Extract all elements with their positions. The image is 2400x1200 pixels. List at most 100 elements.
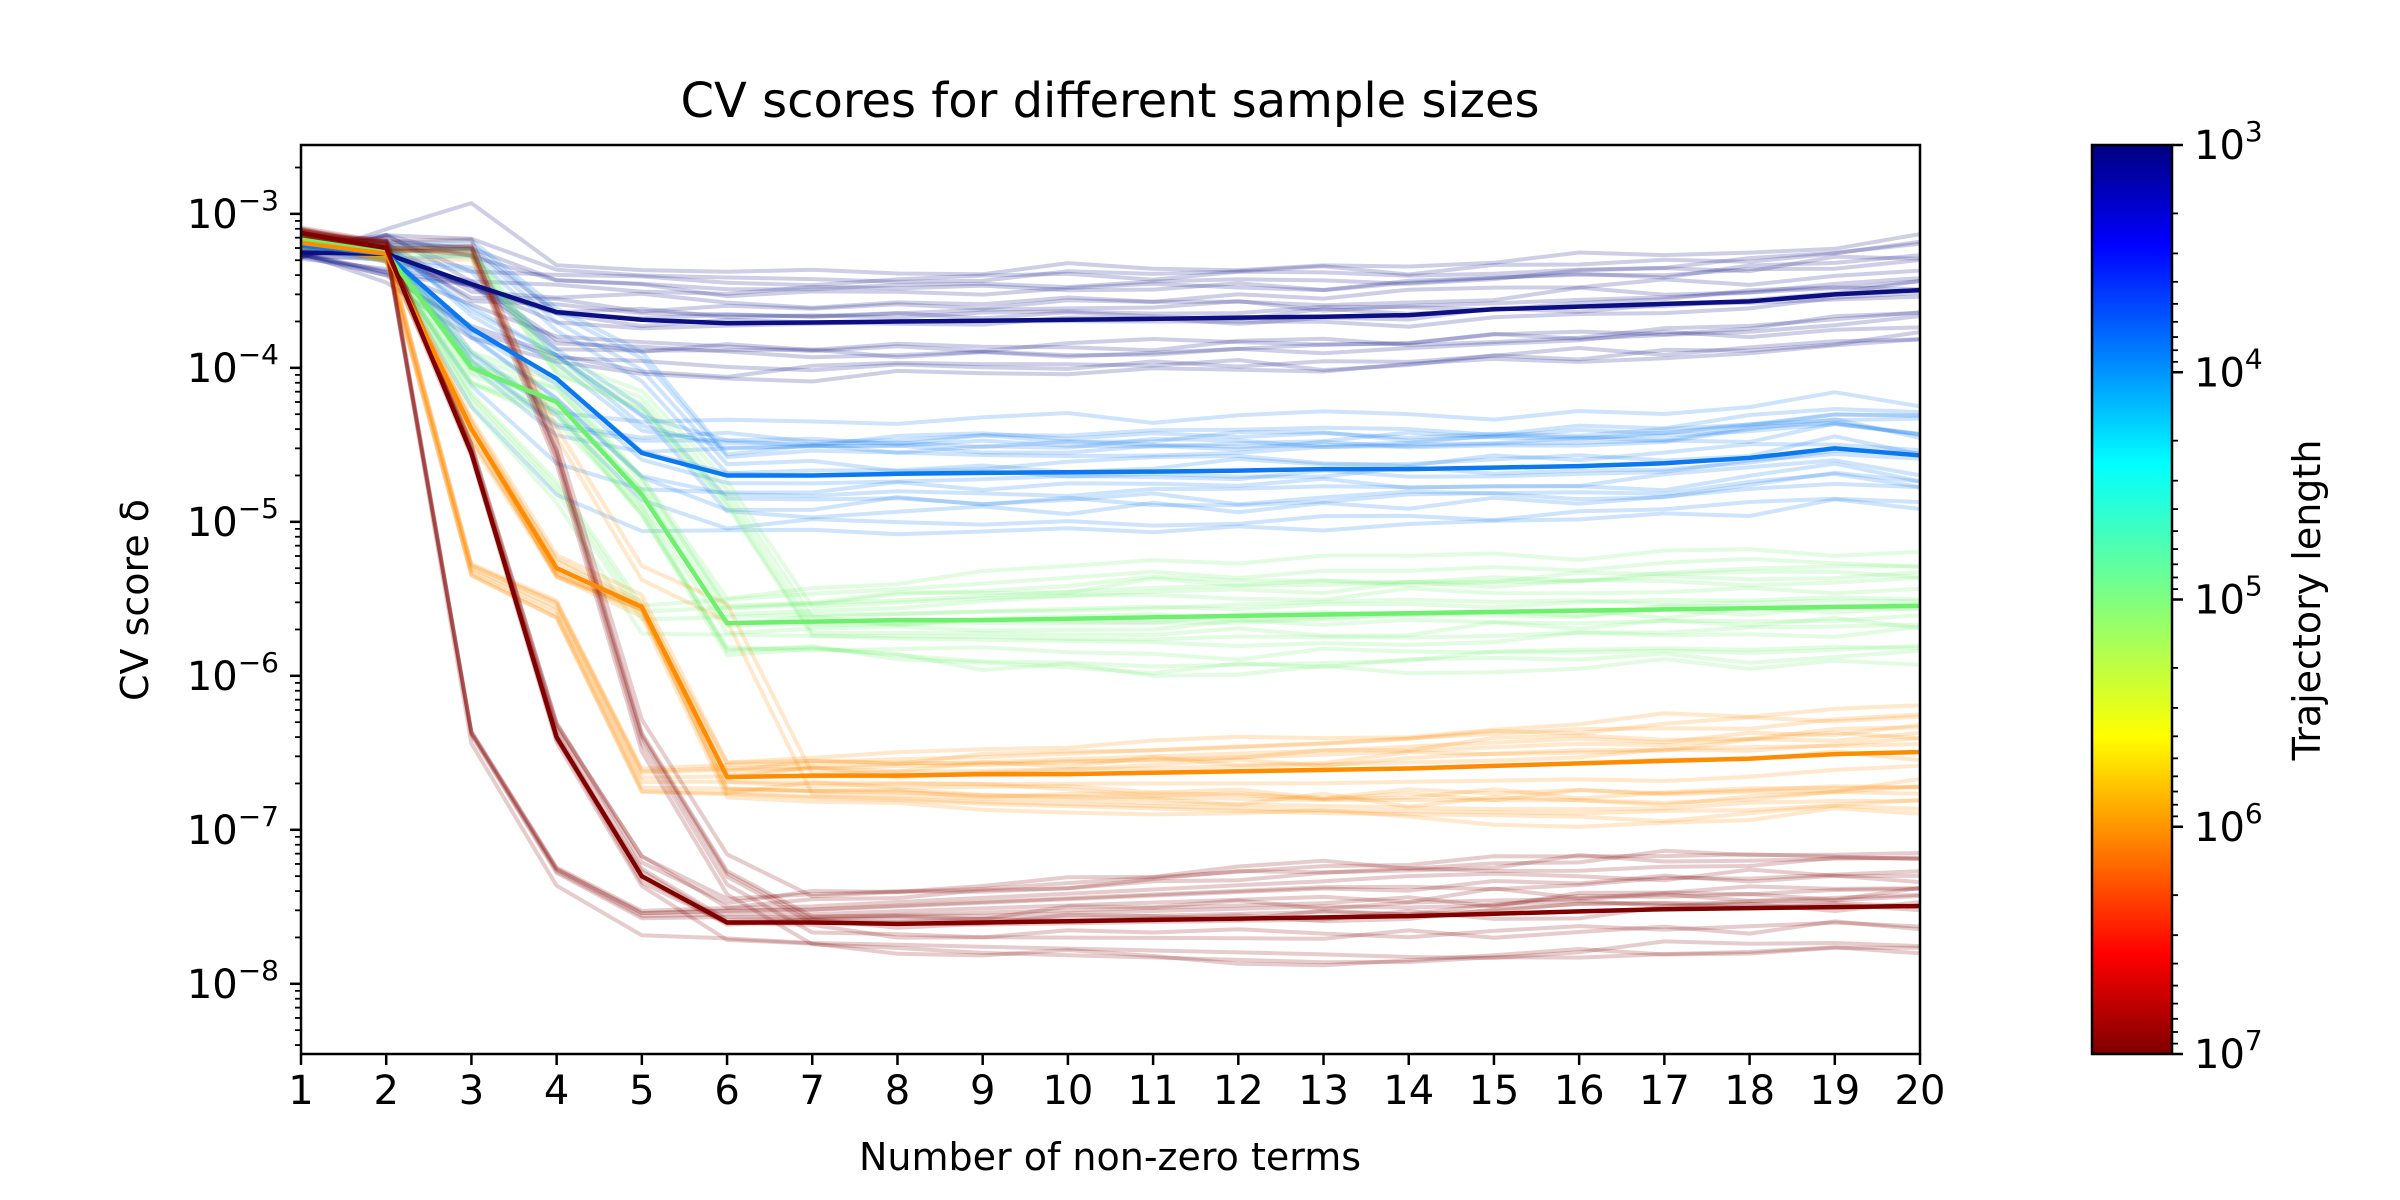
faint-trajectory-line bbox=[301, 241, 1920, 676]
faint-trajectory-line bbox=[301, 228, 1920, 919]
faint-trajectory-line bbox=[301, 233, 1920, 648]
faint-trajectory-line bbox=[301, 235, 1920, 901]
x-tick-label: 16 bbox=[1554, 1068, 1605, 1114]
colorbar-tick-label: 106 bbox=[2194, 797, 2263, 851]
faint-trajectory-line bbox=[301, 242, 1920, 608]
colorbar-tick-label: 107 bbox=[2194, 1024, 2263, 1078]
faint-trajectory-line bbox=[301, 239, 1920, 638]
x-tick-label: 1 bbox=[288, 1068, 313, 1114]
faint-trajectory-line bbox=[301, 239, 1920, 774]
x-axis-ticks: 1 2 3 4 5 6 7 8 9 10 11 12 13 14 15 16 17 18 19 20 bbox=[288, 1054, 1945, 1114]
faint-trajectory-line bbox=[301, 235, 1920, 636]
faint-trajectory-line bbox=[301, 233, 1920, 678]
faint-trajectory-line bbox=[301, 241, 1920, 775]
faint-trajectory-line bbox=[301, 236, 1920, 899]
x-tick-label: 14 bbox=[1383, 1068, 1434, 1114]
x-tick-label: 9 bbox=[970, 1068, 995, 1114]
faint-trajectory-line bbox=[301, 228, 1920, 922]
x-tick-label: 18 bbox=[1724, 1068, 1775, 1114]
colorbar-gradient bbox=[2090, 143, 2174, 1056]
series-line-100000 bbox=[301, 237, 1920, 626]
x-tick-label: 10 bbox=[1042, 1068, 1093, 1114]
faint-trajectory-line bbox=[301, 241, 1920, 609]
y-tick-label: 10−5 bbox=[187, 492, 279, 546]
faint-trajectory-line bbox=[301, 251, 1920, 360]
y-axis-ticks: 10−3 10−4 10−5 10−6 10−7 10−8 bbox=[187, 166, 301, 1046]
series-line-1000 bbox=[301, 250, 1920, 326]
x-tick-label: 13 bbox=[1298, 1068, 1349, 1114]
faint-trajectory-line bbox=[301, 244, 1920, 771]
faint-trajectory-line bbox=[301, 242, 1920, 807]
faint-trajectory-line bbox=[301, 243, 1920, 319]
x-tick-label: 20 bbox=[1895, 1068, 1946, 1114]
x-tick-label: 3 bbox=[459, 1068, 484, 1114]
faint-trajectory-line bbox=[301, 239, 1920, 531]
faint-trajectory-line bbox=[301, 244, 1920, 444]
faint-trajectory-line bbox=[301, 243, 1920, 829]
x-axis-label: Number of non-zero terms bbox=[859, 1135, 1361, 1179]
faint-trajectory-line bbox=[301, 248, 1920, 455]
faint-trajectory-line bbox=[301, 252, 1920, 373]
faint-trajectory-line bbox=[301, 241, 1920, 780]
colorbar-tick-label: 104 bbox=[2194, 342, 2263, 396]
faint-trajectory-line bbox=[301, 240, 1920, 786]
faint-trajectory-line bbox=[301, 238, 1920, 774]
faint-trajectory-line bbox=[301, 231, 1920, 628]
faint-trajectory-line bbox=[301, 233, 1920, 284]
faint-trajectory-line bbox=[301, 243, 1920, 448]
faint-trajectory-line bbox=[301, 201, 1920, 277]
y-tick-label: 10−3 bbox=[187, 184, 279, 238]
series-line-10000 bbox=[301, 243, 1920, 478]
faint-trajectory-line bbox=[301, 238, 1920, 449]
faint-trajectory-line bbox=[301, 238, 1920, 809]
x-tick-label: 7 bbox=[800, 1068, 825, 1114]
faint-trajectory-line bbox=[301, 240, 1920, 824]
faint-trajectory-line bbox=[301, 247, 1920, 520]
faint-trajectory-line bbox=[301, 251, 1920, 379]
colorbar-label: Trajectory length bbox=[2285, 440, 2329, 762]
faint-trajectory-line bbox=[301, 233, 1920, 965]
faint-trajectory-line bbox=[301, 237, 1920, 426]
faint-trajectory-line bbox=[301, 238, 1920, 447]
faint-trajectory-line bbox=[301, 229, 1920, 968]
y-tick-label: 10−4 bbox=[187, 338, 279, 392]
faint-trajectory-line bbox=[301, 234, 1920, 919]
faint-trajectory-line bbox=[301, 232, 1920, 608]
x-tick-label: 19 bbox=[1809, 1068, 1860, 1114]
y-tick-label: 10−6 bbox=[187, 646, 279, 700]
colorbar-tick-label: 103 bbox=[2194, 115, 2263, 169]
faint-trajectory-line bbox=[301, 245, 1920, 486]
faint-trajectory-line bbox=[301, 235, 1920, 619]
faint-trajectory-line bbox=[301, 239, 1920, 662]
faint-trajectory-line bbox=[301, 236, 1920, 812]
x-tick-label: 11 bbox=[1128, 1068, 1179, 1114]
faint-trajectory-line bbox=[301, 243, 1920, 495]
faint-trajectory-line bbox=[301, 235, 1920, 941]
series-line-10000000 bbox=[301, 230, 1920, 927]
y-tick-label: 10−7 bbox=[187, 800, 279, 854]
x-tick-label: 17 bbox=[1639, 1068, 1690, 1114]
faint-trajectory-line bbox=[301, 231, 1920, 906]
faint-trajectory-line bbox=[301, 243, 1920, 450]
faint-trajectory-line bbox=[301, 244, 1920, 507]
faint-trajectory-line bbox=[301, 232, 1920, 296]
faint-trajectory-line bbox=[301, 232, 1920, 299]
faint-trajectory-line bbox=[301, 236, 1920, 915]
faint-trajectory-line bbox=[301, 231, 1920, 921]
faint-trajectory-line bbox=[301, 240, 1920, 801]
colorbar-ticks: 103 104 105 106 107 bbox=[2172, 115, 2263, 1078]
x-tick-label: 6 bbox=[714, 1068, 739, 1114]
faint-trajectory-line bbox=[301, 238, 1920, 474]
faint-trajectory-line bbox=[301, 238, 1920, 479]
faint-trajectory-line bbox=[301, 236, 1920, 776]
faint-trajectory-line bbox=[301, 246, 1920, 803]
faint-trajectory-line bbox=[301, 254, 1920, 360]
faint-trajectory-line bbox=[301, 256, 1920, 354]
y-tick-label: 10−8 bbox=[187, 954, 279, 1008]
faint-trajectory-line bbox=[301, 239, 1920, 622]
faint-trajectory-line bbox=[301, 246, 1920, 537]
faint-trajectory-line bbox=[301, 237, 1920, 916]
faint-trajectory-line bbox=[301, 232, 1920, 611]
median-series-lines bbox=[301, 230, 1920, 927]
faint-trajectory-line bbox=[301, 240, 1920, 601]
